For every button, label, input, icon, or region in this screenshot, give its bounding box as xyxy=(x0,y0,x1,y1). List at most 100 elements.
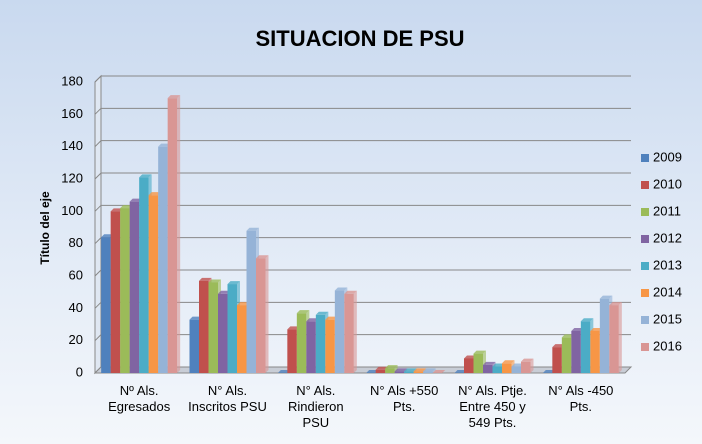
legend-swatch xyxy=(641,262,649,270)
x-tick-label: N° Als. Rindieron PSU xyxy=(288,383,344,430)
bar-side xyxy=(432,368,436,373)
bar-top xyxy=(208,279,221,283)
bar-top xyxy=(277,370,291,373)
bar-top xyxy=(237,302,250,306)
bar xyxy=(464,358,474,373)
bar-top xyxy=(521,358,534,362)
bar xyxy=(199,280,209,373)
bar-top xyxy=(287,326,300,330)
y-tick-label: 80 xyxy=(69,235,83,250)
bar xyxy=(101,237,111,373)
bar-top xyxy=(580,318,594,322)
bar xyxy=(167,98,178,374)
bar xyxy=(334,290,345,373)
bar-top xyxy=(325,316,338,320)
y-tick-label: 140 xyxy=(61,138,83,153)
bar xyxy=(521,361,531,373)
back-wall xyxy=(94,74,102,375)
grid-line xyxy=(94,75,631,83)
legend-swatch xyxy=(641,235,649,243)
bar-side xyxy=(618,302,622,373)
bar-top xyxy=(502,360,515,364)
x-tick-label: Nº Als. Egresados xyxy=(108,383,171,414)
bar xyxy=(287,329,297,373)
grid-line xyxy=(94,301,631,309)
bar xyxy=(571,330,581,373)
bar-top xyxy=(571,327,584,331)
bar-top xyxy=(413,368,427,372)
bar xyxy=(502,363,512,373)
bar xyxy=(148,195,159,373)
y-axis-title: Título del eje xyxy=(38,191,52,265)
legend-label: 2013 xyxy=(653,257,682,272)
bar xyxy=(139,177,149,373)
bar-top xyxy=(366,370,379,373)
grid-line xyxy=(94,140,631,148)
bar-top xyxy=(246,227,259,231)
bar-top xyxy=(120,205,133,209)
bar-top xyxy=(148,192,162,196)
bar-top xyxy=(227,281,240,285)
bar xyxy=(609,305,619,373)
bar-top xyxy=(315,311,329,315)
legend-swatch xyxy=(641,343,649,351)
y-tick-label: 40 xyxy=(69,300,83,315)
y-tick-label: 160 xyxy=(61,106,83,121)
bar-top xyxy=(483,361,496,365)
bar xyxy=(561,337,572,373)
bar-top xyxy=(375,366,389,370)
grid-line xyxy=(94,334,631,342)
bar-top xyxy=(404,368,417,372)
bar-top xyxy=(334,287,348,291)
grid-line xyxy=(94,172,631,180)
grid-line xyxy=(94,107,631,115)
bar-side xyxy=(265,255,269,373)
bar xyxy=(492,366,502,373)
bar-side xyxy=(353,290,357,373)
bar-top xyxy=(609,302,622,306)
legend-label: 2014 xyxy=(653,284,682,299)
bar-side xyxy=(177,95,181,374)
bar xyxy=(483,364,493,373)
bar xyxy=(218,293,228,373)
bar-top xyxy=(344,290,357,294)
legend-swatch xyxy=(641,181,649,189)
bar-top xyxy=(158,143,171,147)
bar-top xyxy=(385,365,398,369)
bar-top xyxy=(189,316,202,320)
bar xyxy=(158,146,168,373)
bar-top xyxy=(590,327,603,331)
bar-top xyxy=(432,370,446,373)
bar xyxy=(208,282,218,373)
bar xyxy=(296,313,307,373)
bar-top xyxy=(129,198,143,202)
grid-line xyxy=(94,204,631,212)
bar-top xyxy=(394,368,408,372)
bar-top xyxy=(552,344,565,348)
bar xyxy=(237,305,247,373)
bar-top xyxy=(454,370,467,373)
bar xyxy=(413,371,424,373)
bar xyxy=(120,208,130,373)
bar xyxy=(344,293,354,373)
y-tick-label: 120 xyxy=(61,170,83,185)
bar xyxy=(404,371,414,373)
bar xyxy=(394,371,405,373)
legend-swatch xyxy=(641,316,649,324)
bar-top xyxy=(561,334,575,338)
legend-swatch xyxy=(641,208,649,216)
bar xyxy=(227,284,237,373)
bar xyxy=(511,366,521,373)
bar-top xyxy=(492,363,505,367)
y-tick-label: 100 xyxy=(61,203,83,218)
bar xyxy=(306,321,316,373)
legend-label: 2010 xyxy=(653,176,682,191)
bar-top xyxy=(110,208,124,212)
bar-top xyxy=(256,255,269,259)
bar xyxy=(189,319,199,373)
bar xyxy=(580,321,591,373)
bar-top xyxy=(101,234,114,238)
bar-top xyxy=(306,318,319,322)
bar-top xyxy=(464,355,477,359)
